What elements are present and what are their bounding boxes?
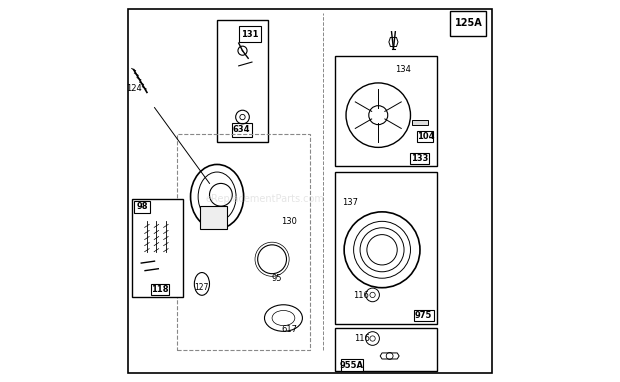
Text: 95: 95 <box>272 274 282 283</box>
Bar <box>132 199 183 297</box>
Text: 104: 104 <box>417 132 434 141</box>
FancyBboxPatch shape <box>410 153 430 165</box>
Bar <box>335 327 437 371</box>
FancyBboxPatch shape <box>134 201 150 213</box>
Text: 130: 130 <box>281 217 297 226</box>
Text: 134: 134 <box>395 65 411 74</box>
FancyBboxPatch shape <box>450 11 486 36</box>
FancyBboxPatch shape <box>239 26 262 42</box>
Bar <box>200 206 226 229</box>
Text: 118: 118 <box>151 285 169 294</box>
FancyBboxPatch shape <box>417 131 433 142</box>
Text: 116: 116 <box>353 291 369 300</box>
Text: eReplacementParts.com: eReplacementParts.com <box>205 194 324 204</box>
Text: 125A: 125A <box>454 18 482 28</box>
Text: 634: 634 <box>233 125 250 134</box>
Text: 133: 133 <box>411 154 428 163</box>
Text: 98: 98 <box>136 202 148 211</box>
Text: 124: 124 <box>126 84 141 93</box>
FancyBboxPatch shape <box>231 123 252 137</box>
FancyBboxPatch shape <box>414 310 434 321</box>
Bar <box>412 120 428 125</box>
Bar <box>335 57 437 166</box>
Text: 127: 127 <box>194 283 209 292</box>
Text: 955A: 955A <box>340 361 364 369</box>
Text: 116: 116 <box>355 334 370 343</box>
Text: 137: 137 <box>342 198 358 207</box>
FancyBboxPatch shape <box>342 359 363 371</box>
FancyBboxPatch shape <box>151 283 169 295</box>
Text: 975: 975 <box>415 311 433 320</box>
Bar <box>217 20 268 142</box>
Bar <box>335 172 437 324</box>
Text: 617: 617 <box>281 325 297 334</box>
Bar <box>177 134 310 350</box>
Text: 131: 131 <box>241 29 259 39</box>
